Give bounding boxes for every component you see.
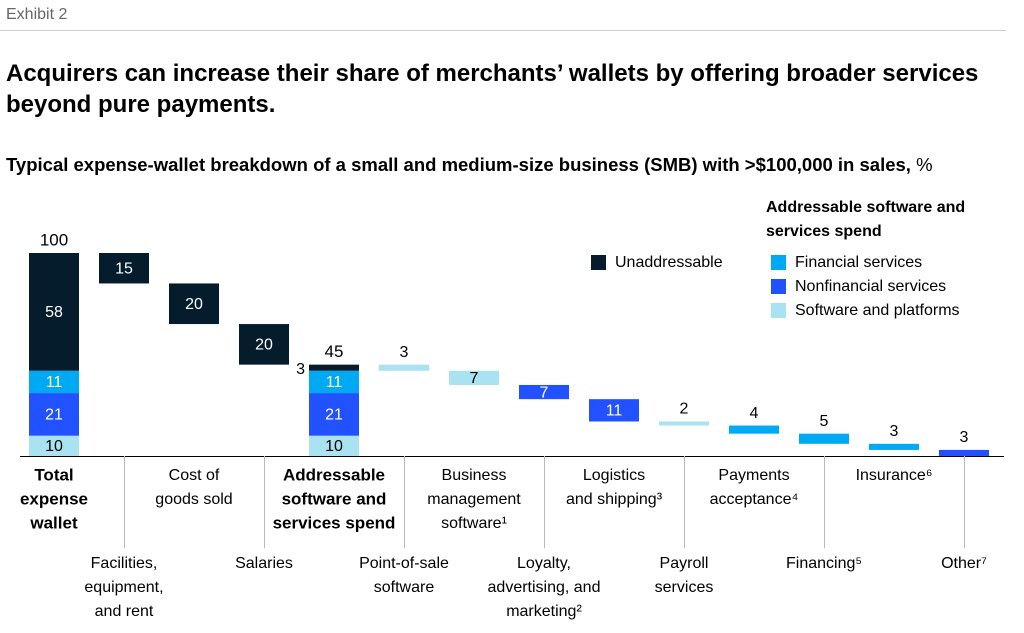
bar-segment [29,393,79,436]
exhibit-label: Exhibit 2 [6,6,68,23]
bar-segment [309,435,359,456]
data-label: 11 [326,374,343,391]
total-label: 45 [325,342,344,361]
data-label: 11 [606,403,623,420]
bar-segment [239,324,289,365]
bar-segment [29,370,79,394]
data-label: 7 [540,384,549,401]
bar-segment [799,433,849,444]
bar-segment [729,425,779,434]
data-label: 21 [325,407,343,424]
legend-swatch [771,279,786,294]
legend-swatch [771,255,786,270]
x-tick-label: marketing² [506,603,582,620]
bar-segment [309,393,359,436]
data-label: 3 [400,344,409,361]
x-tick-label: and shipping³ [566,491,663,508]
x-tick-label: Business [442,467,507,484]
bar-segment [29,435,79,456]
legend-label: Unaddressable [615,254,723,271]
x-tick-label: Financing⁵ [786,555,862,572]
legend-swatch [771,303,786,318]
x-tick-label: Facilities, [91,555,158,572]
bar-segment [939,449,989,456]
data-label: 3 [890,423,899,440]
x-tick-label: software and [282,489,387,508]
subtitle-block: Typical expense-wallet breakdown of a sm… [6,152,966,177]
data-label: 7 [470,370,479,387]
data-label: 15 [115,260,133,277]
x-tick-label: expense [20,489,88,508]
bar-segment [869,443,919,450]
bar-segment [99,253,149,284]
bar-segment [309,364,359,371]
x-tick-label: Payroll [660,555,709,572]
x-tick-label: and rent [95,603,154,620]
bar-segment [169,283,219,325]
x-tick-label: software¹ [441,515,507,532]
x-tick-label: services spend [273,513,396,532]
x-tick-label: goods sold [155,491,232,508]
subtitle: Typical expense-wallet breakdown of a sm… [6,154,911,175]
title: Acquirers can increase their share of me… [6,60,979,118]
legend-swatch [591,255,606,270]
data-label: 20 [255,337,273,354]
x-tick-label: Insurance⁶ [856,467,933,484]
bar-segment [379,364,429,371]
x-tick-label: Logistics [583,467,645,484]
data-label: 2 [680,401,689,418]
bar-segment [519,384,569,400]
x-tick-label: Payments [718,467,789,484]
total-label: 100 [40,230,68,249]
x-tick-label: software [374,579,435,596]
x-tick-label: Salaries [235,555,293,572]
data-label: 10 [325,438,343,455]
bar-segment [309,370,359,394]
legend-title: Addressable software and services spend [766,199,966,240]
x-tick-label: acceptance⁴ [710,491,799,508]
data-label: 3 [296,361,305,378]
bar-segment [659,421,709,426]
x-tick-label: Addressable [283,465,385,484]
bar-segment [29,253,79,371]
legend-label: Financial services [795,254,922,271]
x-tick-label: wallet [29,513,78,532]
x-tick-label: services [655,579,714,596]
data-label: 5 [820,413,829,430]
x-tick-label: Loyalty, [517,555,571,572]
x-tick-label: Point-of-sale [359,555,449,572]
legend-label: Nonfinancial services [795,278,946,295]
bar-segment [589,399,639,422]
data-label: 4 [750,405,759,422]
data-label: 58 [45,304,63,321]
x-tick-label: equipment, [84,579,163,596]
data-label: 21 [45,407,63,424]
header-rule [0,30,1006,31]
legend-label: Software and platforms [795,302,960,319]
x-tick-label: advertising, and [488,579,601,596]
data-label: 10 [45,438,63,455]
x-tick-label: Other⁷ [941,555,987,572]
unit: % [916,154,933,175]
bar-segment [449,370,499,385]
data-label: 11 [46,374,63,391]
data-label: 20 [185,296,203,313]
x-tick-label: Cost of [169,467,220,484]
x-tick-label: management [427,491,521,508]
x-tick-label: Total [34,465,73,484]
data-label: 3 [960,429,969,446]
legend-title-box: Addressable software and services spend [766,199,966,240]
